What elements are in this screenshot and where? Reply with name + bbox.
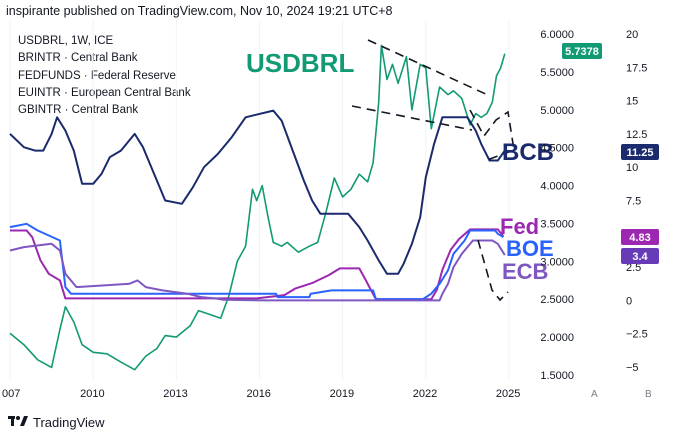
y-left-tick-label: 6.0000 (540, 29, 574, 41)
annotation-bcb: BCB (502, 139, 554, 166)
price-label-tag (621, 229, 659, 245)
legend-item-euintr[interactable]: EUINTR · European Central Bank (18, 86, 191, 99)
y-left-tick-label: 5.5000 (540, 67, 574, 79)
y-left-tick-label: 4.5000 (540, 143, 574, 155)
y-axis-left: 6.0000 5.5000 5.0000 4.5000 4.0000 3.5000 3.00… (540, 29, 574, 382)
price-labels: 5.7378 11.25 4.83 3.4 (562, 43, 659, 264)
price-label-tag (621, 248, 659, 264)
x-tick-label: 2022 (413, 388, 437, 400)
y-left-tick-label: 1.5000 (540, 370, 574, 382)
y-right-tick-label: 10 (626, 162, 638, 174)
legend-item-gbintr[interactable]: GBINTR · Central Bank (18, 104, 139, 117)
y-right-tick-label: −5 (626, 362, 639, 374)
y-left-tick-label: 5.0000 (540, 105, 574, 117)
axis-button-b[interactable]: B (645, 389, 652, 400)
series-line-boe (9, 222, 504, 301)
tradingview-logo-icon[interactable] (8, 415, 28, 430)
y-right-tick-label: 12.5 (626, 129, 647, 141)
y-right-tick-label: −2.5 (626, 329, 648, 341)
usdbrl-upper-trendline (367, 39, 491, 97)
trendline-drawings (351, 39, 515, 302)
axis-mode-buttons: A B (591, 389, 652, 400)
price-label-value: 3.4 (632, 251, 648, 263)
publisher-header: inspirante published on TradingView.com,… (6, 4, 393, 18)
y-left-tick-label: 2.0000 (540, 332, 574, 344)
y-right-tick-label: 7.5 (626, 196, 641, 208)
axis-button-a[interactable]: A (591, 389, 598, 400)
y-left-tick-label: 3.5000 (540, 218, 574, 230)
annotation-usdbrl: USDBRL (246, 48, 354, 78)
y-left-tick-label: 3.0000 (540, 256, 574, 268)
series-layer (9, 44, 506, 371)
price-label-tag (562, 43, 602, 59)
footer-brand[interactable]: TradingView (33, 415, 105, 430)
series-line-usdbrl (9, 44, 506, 371)
x-tick-label: 007 (2, 388, 20, 400)
y-right-tick-label: 0 (626, 295, 632, 307)
usdbrl-lower-trendline (351, 105, 473, 131)
footer: TradingView (8, 415, 105, 430)
bcb-projection-dashes (469, 109, 515, 161)
annotation-ecb: ECB (502, 259, 548, 284)
series-line-fed (10, 228, 505, 301)
price-label-value: 11.25 (627, 147, 654, 159)
price-label-value: 4.83 (629, 232, 650, 244)
price-label-value: 5.7378 (565, 46, 599, 58)
series-line-ecb (9, 239, 506, 302)
series-line-bcb (9, 109, 506, 275)
x-tick-label: 2025 (496, 388, 520, 400)
x-axis: 007 2010 2013 2016 2019 2022 2025 (2, 388, 520, 400)
price-label-tag (621, 144, 659, 160)
legend: USDBRL, 1W, ICE BRINTR · Central Bank FE… (18, 33, 191, 119)
y-right-tick-label: 2.5 (626, 262, 641, 274)
y-left-tick-label: 4.0000 (540, 181, 574, 193)
legend-item-brintr[interactable]: BRINTR · Central Bank (18, 52, 138, 65)
y-right-tick-label: 17.5 (626, 62, 647, 74)
x-tick-label: 2019 (330, 388, 354, 400)
legend-item-usdbrl[interactable]: USDBRL, 1W, ICE (18, 35, 114, 47)
y-right-tick-label: 15 (626, 96, 638, 108)
annotation-fed: Fed (500, 214, 539, 239)
x-tick-label: 2013 (163, 388, 187, 400)
y-left-tick-label: 2.5000 (540, 294, 574, 306)
chart-grid (9, 20, 510, 380)
x-tick-label: 2016 (246, 388, 270, 400)
legend-item-fedfunds[interactable]: FEDFUNDS · Federal Reserve (18, 69, 176, 82)
x-tick-label: 2010 (80, 388, 104, 400)
y-right-tick-label: 20 (626, 29, 638, 41)
annotation-boe: BOE (506, 236, 554, 261)
